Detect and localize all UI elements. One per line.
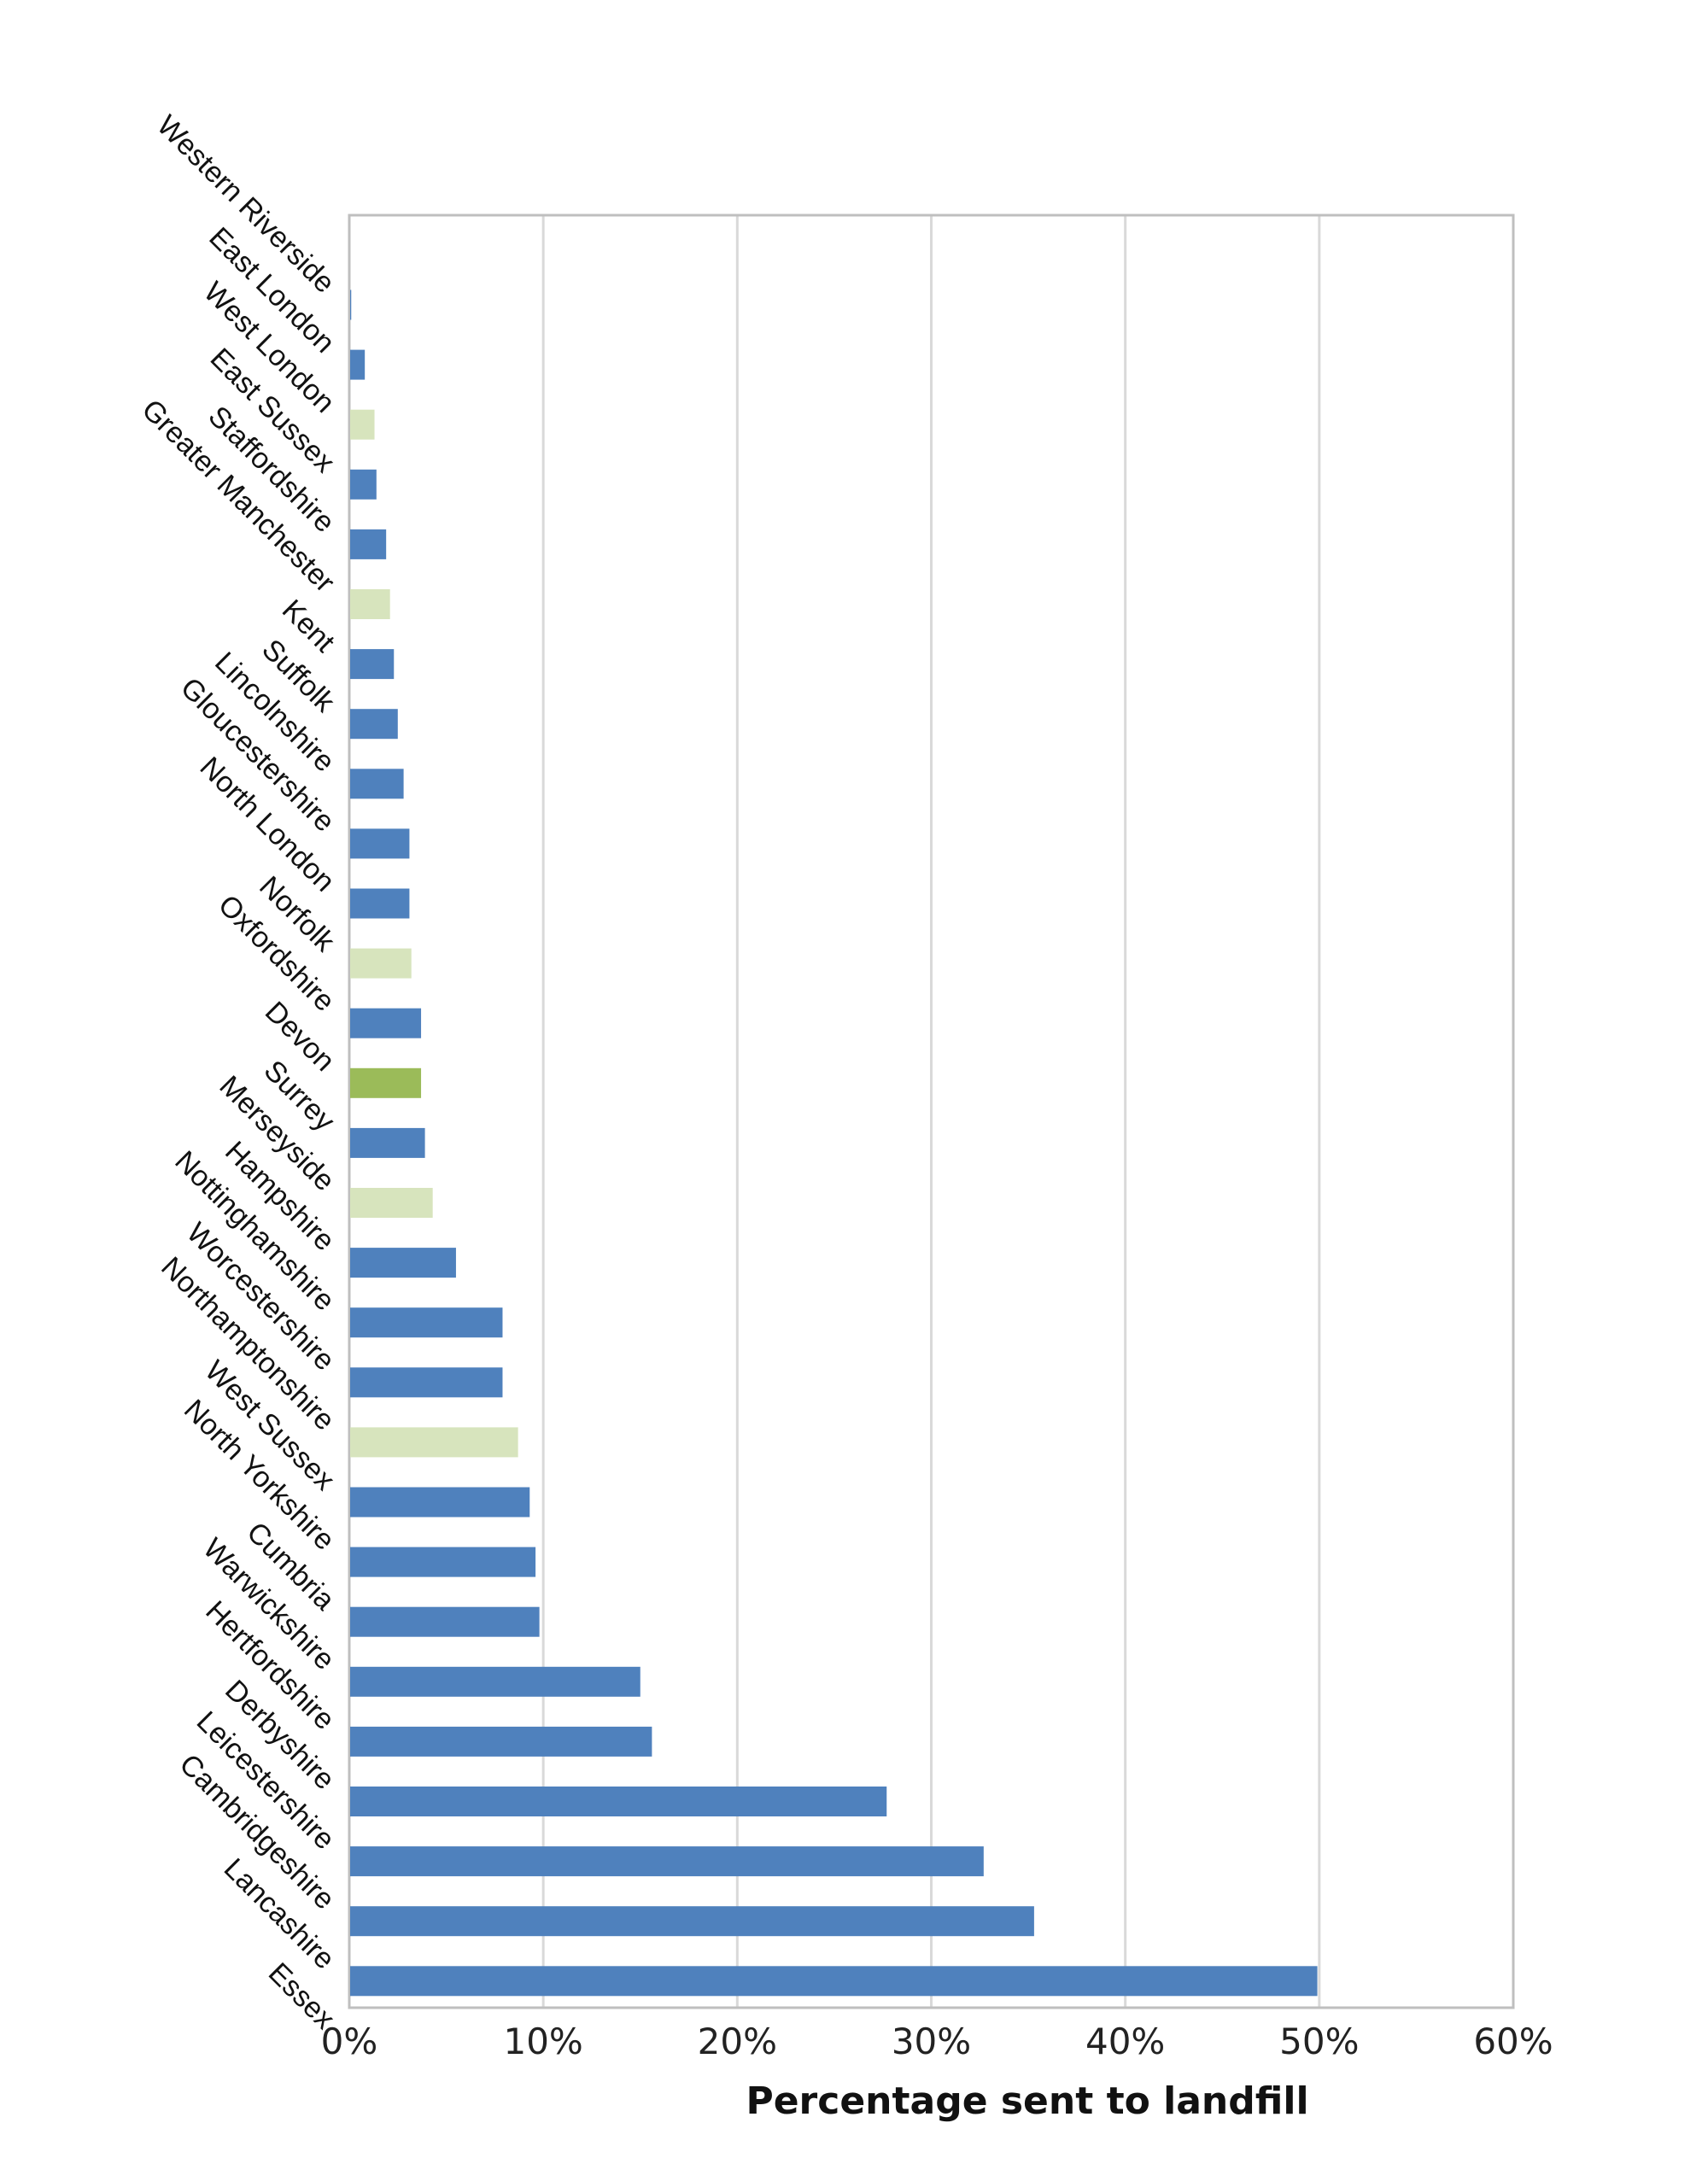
bar — [350, 709, 398, 740]
bar — [350, 948, 412, 979]
bar — [350, 289, 352, 320]
bar — [350, 1547, 536, 1577]
bar — [350, 1008, 422, 1038]
bar — [350, 1427, 518, 1458]
x-tick-label: 30% — [892, 2021, 971, 2062]
bar — [350, 589, 390, 619]
x-tick-label: 60% — [1473, 2021, 1553, 2062]
bar — [350, 649, 395, 680]
bar — [350, 469, 377, 500]
bar — [350, 1248, 456, 1278]
bar — [350, 1188, 433, 1218]
bars — [350, 289, 1318, 1997]
bar — [350, 1367, 503, 1398]
bar — [350, 1787, 887, 1816]
bar — [350, 828, 410, 859]
bar — [350, 1666, 640, 1697]
x-tick-label: 10% — [503, 2021, 582, 2062]
x-tick-label: 20% — [698, 2021, 777, 2062]
x-tick-labels: 0% 10% 20% 30% 40% 50% 60% — [321, 2021, 1553, 2062]
bar — [350, 1307, 503, 1338]
bar — [350, 888, 410, 919]
bar — [350, 769, 404, 799]
bar — [350, 1846, 984, 1877]
bar — [350, 1067, 422, 1098]
plot-area-border — [348, 213, 1515, 2009]
x-axis-title: Percentage sent to landfill — [746, 2079, 1308, 2123]
bar — [350, 409, 375, 440]
bar — [350, 1726, 652, 1757]
bar — [350, 1487, 530, 1518]
bar — [350, 349, 366, 380]
x-tick-label: 40% — [1085, 2021, 1165, 2062]
bar — [350, 529, 387, 559]
gridlines — [541, 215, 1321, 2008]
x-tick-label: 0% — [321, 2021, 378, 2062]
bar — [350, 1966, 1318, 1997]
x-tick-label: 50% — [1279, 2021, 1359, 2062]
bar — [350, 1127, 425, 1158]
bar — [350, 1906, 1034, 1937]
bar — [350, 1606, 540, 1637]
